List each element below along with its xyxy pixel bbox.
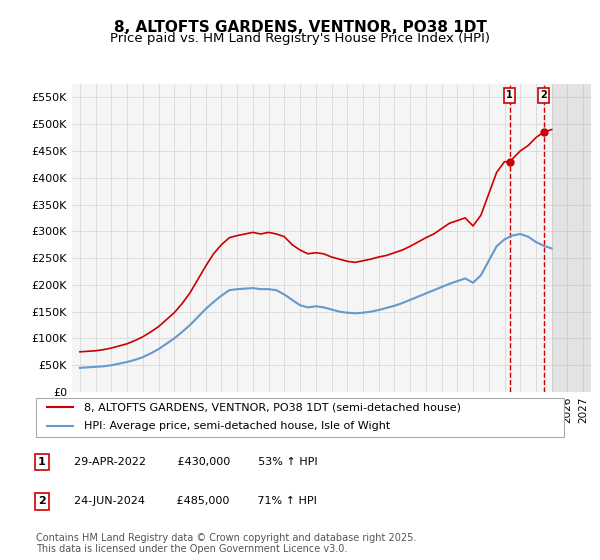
Text: 2: 2 (540, 90, 547, 100)
Text: 1: 1 (506, 90, 513, 100)
Bar (551, 84, 591, 392)
Text: HPI: Average price, semi-detached house, Isle of Wight: HPI: Average price, semi-detached house,… (83, 421, 390, 431)
Text: Price paid vs. HM Land Registry's House Price Index (HPI): Price paid vs. HM Land Registry's House … (110, 32, 490, 45)
Text: 8, ALTOFTS GARDENS, VENTNOR, PO38 1DT: 8, ALTOFTS GARDENS, VENTNOR, PO38 1DT (113, 20, 487, 35)
FancyBboxPatch shape (36, 398, 564, 437)
Text: 1: 1 (38, 457, 46, 467)
Text: 24-JUN-2024         £485,000        71% ↑ HPI: 24-JUN-2024 £485,000 71% ↑ HPI (60, 496, 317, 506)
Text: 2: 2 (38, 496, 46, 506)
Text: 29-APR-2022         £430,000        53% ↑ HPI: 29-APR-2022 £430,000 53% ↑ HPI (60, 457, 317, 467)
Text: Contains HM Land Registry data © Crown copyright and database right 2025.
This d: Contains HM Land Registry data © Crown c… (36, 533, 416, 554)
Text: 8, ALTOFTS GARDENS, VENTNOR, PO38 1DT (semi-detached house): 8, ALTOFTS GARDENS, VENTNOR, PO38 1DT (s… (83, 403, 461, 412)
